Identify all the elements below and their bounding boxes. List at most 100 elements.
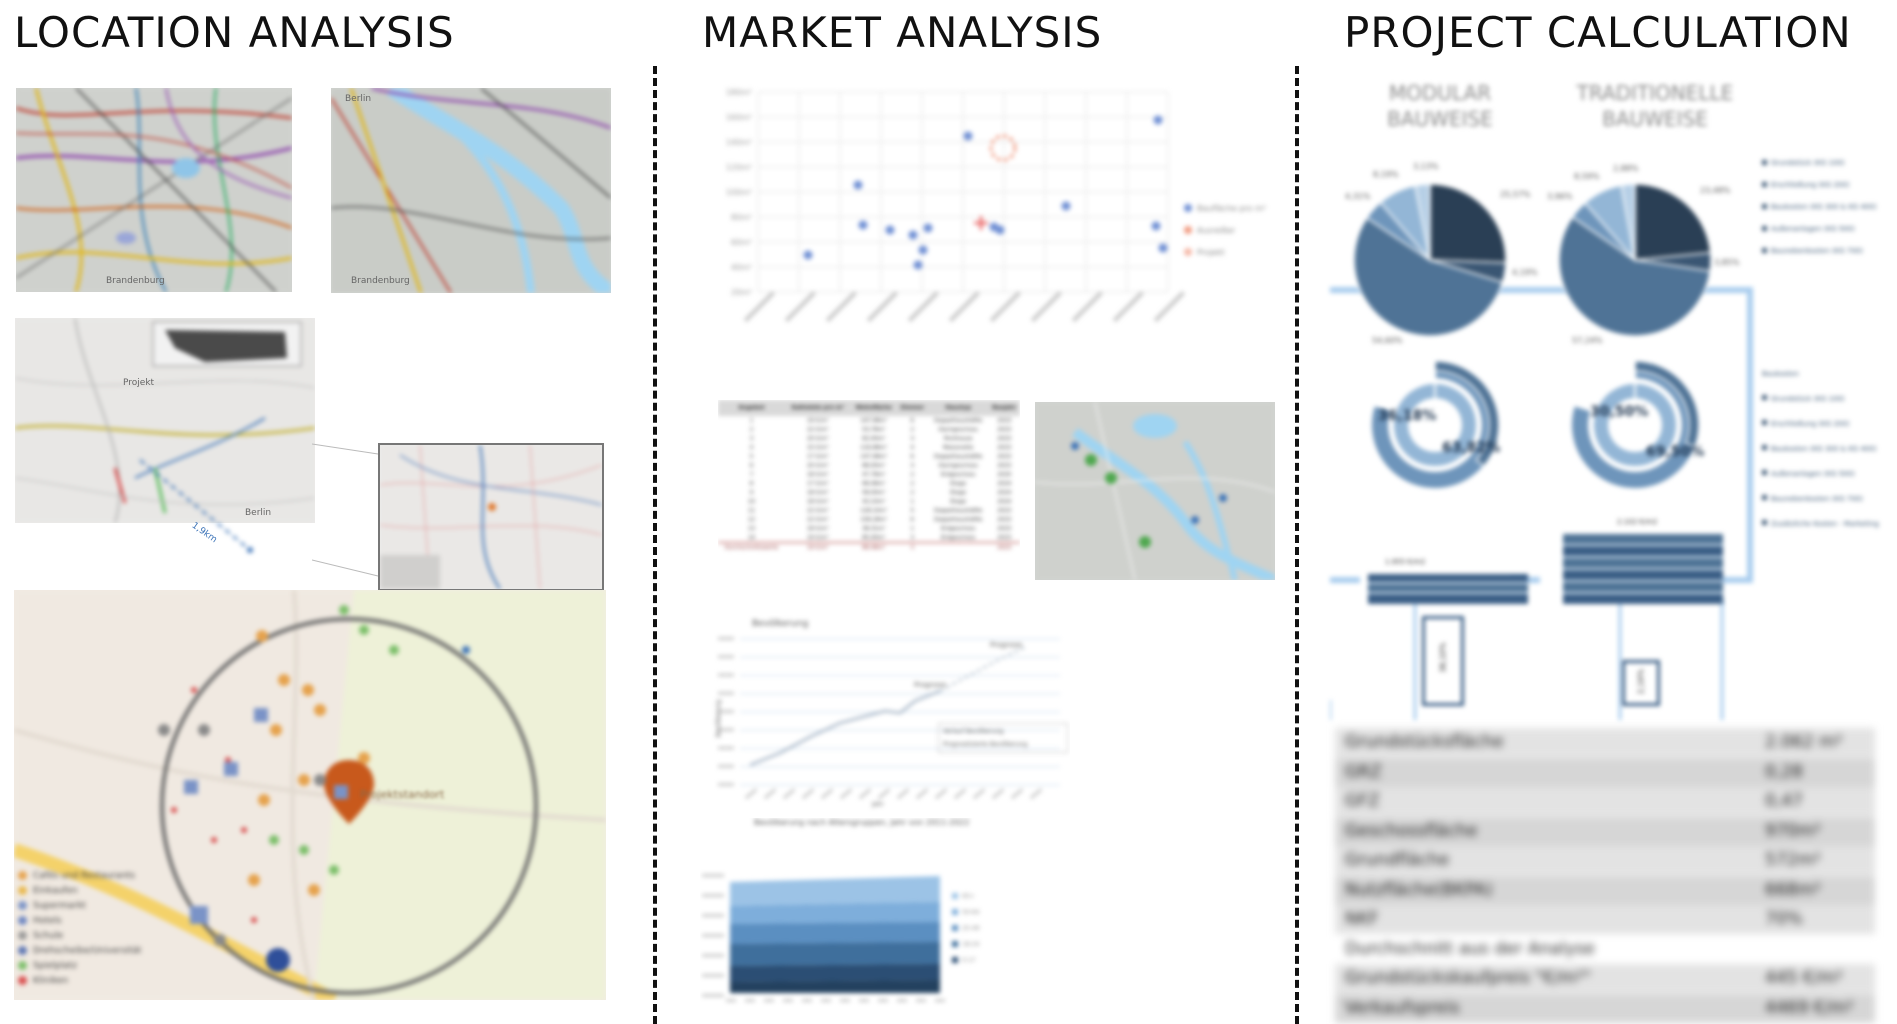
listing-cell: 3 — [910, 534, 915, 541]
key-figure-label: Nutzfläche(BKPA) — [1345, 879, 1493, 900]
scatter-x-tick — [1112, 291, 1144, 323]
pie2-label-6: 57,24% — [1572, 336, 1603, 345]
legend-square-icon — [1762, 420, 1767, 425]
poi-legend-label: Supermarkt — [33, 900, 86, 911]
scatter-point — [923, 223, 933, 233]
listing-cell: Dachgeschoss — [938, 462, 978, 469]
listing-cell: 6 — [910, 453, 915, 460]
scatter-legend-label: Baufläche pro m² — [1197, 204, 1266, 213]
line-x-tick — [858, 788, 872, 800]
listing-cell: 85,00m² — [862, 534, 886, 541]
area-y-tick — [702, 934, 724, 937]
population-area-chart-panel: Bevölkerung nach Altersgruppen, Jahr von… — [700, 818, 1040, 1018]
key-figure-label: GRZ — [1345, 761, 1382, 782]
scatter-point — [803, 250, 813, 260]
listing-row: 4 15 €/m² 116,88m² 4 Maisonette 2023 — [718, 443, 1020, 452]
map2-label-bottom: Brandenburg — [351, 276, 410, 286]
listing-cell: 14 — [748, 534, 755, 541]
area-band — [730, 902, 940, 924]
line-x-tick — [744, 788, 758, 800]
key-figure-row: Grundfläche 572m² — [1335, 846, 1875, 875]
pie1-label-4: 25,57% — [1500, 190, 1531, 199]
scatter-point — [853, 180, 863, 190]
listing-cell: 82,00m² — [862, 435, 886, 442]
listing-cell: 58,00m² — [862, 489, 886, 496]
key-figure-value: 70% — [1765, 909, 1803, 929]
line-x-tick — [915, 788, 929, 800]
listing-row: 13 18 €/m² 38,31m² 1 Erdgeschoss 2023 — [718, 524, 1020, 533]
pie1-label-5: 4,19% — [1512, 268, 1538, 277]
map1-label: Brandenburg — [106, 276, 165, 286]
line-x-tick — [972, 788, 986, 800]
key-figure-label: Geschossfläche — [1345, 820, 1478, 841]
donut1-label-2: 63,82% — [1442, 440, 1501, 456]
listing-cell: Erdgeschoss — [940, 525, 976, 532]
poi-legend-marker-icon — [18, 901, 27, 910]
line-legend-item-2: Prognostizierte Bevölkerung — [943, 741, 1028, 748]
listing-cell: 6 — [749, 462, 754, 469]
listing-cell: Doppelhaushälfte — [933, 516, 983, 523]
legend-square-icon — [1762, 248, 1767, 253]
legend-square-icon — [1762, 182, 1767, 187]
population-history-line — [749, 689, 941, 767]
key-figure-label: Verkaufspreis — [1345, 997, 1460, 1018]
scatter-point — [995, 225, 1005, 235]
pie-slice — [1634, 183, 1712, 261]
legend-label: Zusätzliche Kosten - Marketing — [1771, 520, 1879, 528]
scatter-point — [908, 230, 918, 240]
listing-cell: 2024 — [997, 498, 1012, 505]
listing-cell: 2023 — [997, 534, 1012, 541]
poi-legend-marker-icon — [18, 946, 27, 955]
listing-cell: 18 €/m² — [807, 525, 829, 532]
listing-cell: 88,00m² — [862, 462, 886, 469]
section-divider-left — [653, 66, 657, 1024]
zoom-connector-lines — [312, 443, 379, 577]
scatter-legend-marker — [1184, 226, 1192, 234]
listing-cell: 2024 — [997, 480, 1012, 487]
key-figure-value: 445 €/m² — [1765, 968, 1843, 988]
scatter-legend-label: Ausreißer — [1197, 226, 1236, 235]
line-y-tick — [718, 637, 734, 640]
key-figure-value: 0,47 — [1765, 791, 1803, 811]
poi-legend-item: Cafés und Restaurants — [18, 868, 218, 883]
transit-network-svg — [16, 88, 292, 292]
legend-label: Grundstück (KG 100) — [1771, 159, 1845, 167]
line-x-tick — [1029, 788, 1043, 800]
scatter-point — [1158, 243, 1168, 253]
listing-row: 3 20 €/m² 82,00m² 3 Penthouse 2023 — [718, 434, 1020, 443]
key-figure-label: NKF — [1345, 909, 1379, 929]
pie2-label-1: 8,59% — [1574, 172, 1600, 181]
scatter-outlier-mark — [989, 134, 1017, 162]
area-chart-title: Bevölkerung nach Altersgruppen, Jahr von… — [754, 818, 970, 827]
pie-slice — [1414, 183, 1431, 261]
listing-cell: 4 — [910, 444, 915, 451]
scatter-legend-marker — [1184, 204, 1192, 212]
key-figure-row: Nutzfläche(BKPA) 668m² — [1335, 875, 1875, 905]
line-x-tick — [763, 788, 777, 800]
poi-legend-marker-icon — [18, 871, 27, 880]
listing-cell: 19 €/m² — [807, 534, 829, 541]
listing-cell: Etage — [950, 489, 967, 496]
pie1-label-3: 4,31% — [1345, 192, 1371, 201]
listing-cell: 1 — [910, 498, 915, 505]
scatter-point — [858, 220, 868, 230]
key-figure-value: 2.062 m² — [1765, 732, 1843, 752]
traditional-percentage-box: 2,16% — [1622, 660, 1660, 706]
area-x-tick — [840, 999, 850, 1002]
scatter-chart-panel: 180m² 160m² 140m² 120m² 100m² 80m² 60m² 40m² 20m… — [708, 80, 1288, 350]
listing-header-cell: Wohnfläche — [850, 400, 897, 416]
area-y-tick — [702, 894, 724, 897]
area-x-tick — [802, 999, 812, 1002]
detail-project-label: Projekt — [123, 378, 155, 388]
legend-label: Grundstück (KG 100) — [1771, 395, 1845, 403]
area-x-tick — [878, 999, 888, 1002]
listing-cell: Penthouse — [943, 435, 973, 442]
listing-cell: 3 — [749, 435, 754, 442]
listing-header-cell: Haustyp — [927, 400, 989, 416]
key-figure-row: Verkaufspreis 4469 €/m² — [1335, 993, 1875, 1023]
pie-slice — [1353, 216, 1504, 337]
cost-legend-item: Außenanlagen (KG 500) — [1762, 465, 1892, 484]
poi-legend-item: Spielplatz — [18, 958, 218, 973]
area-legend-swatch — [952, 957, 958, 963]
listing-header-row: Angebot Kaltmiete pro m² Wohnfläche Zimmer H… — [718, 400, 1020, 416]
